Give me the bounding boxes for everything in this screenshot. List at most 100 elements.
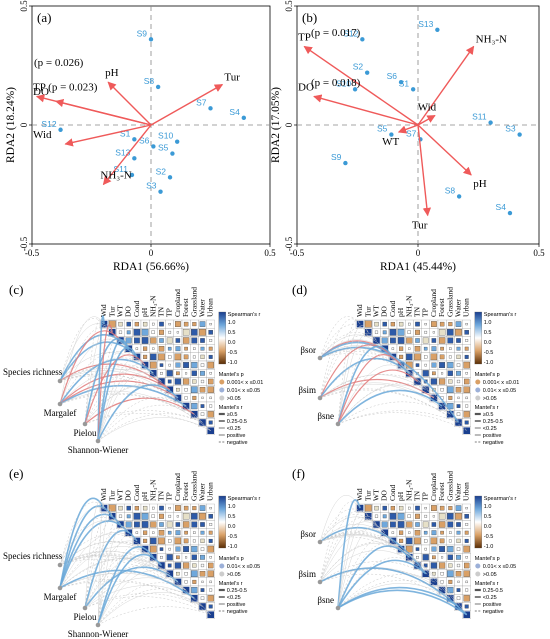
mantel-link — [84, 529, 138, 609]
heatmap-mark — [465, 580, 468, 584]
heatmap-mark — [414, 529, 421, 536]
heatmap-mark — [424, 547, 427, 551]
heatmap-mark — [150, 353, 157, 361]
heatmap-mark — [456, 370, 461, 376]
heatmap-mark — [200, 404, 205, 408]
heatmap-mark — [422, 554, 429, 561]
heatmap-mark — [455, 570, 462, 577]
heatmap-mark — [408, 322, 411, 326]
mantel-link — [97, 564, 170, 626]
heatmap-mark — [126, 505, 131, 511]
mantel-link — [97, 315, 105, 442]
heatmap-mark — [414, 537, 421, 545]
heatmap-mark — [455, 328, 462, 336]
heatmap-mark — [439, 354, 445, 360]
heatmap-mark — [397, 512, 405, 520]
env-column-label: Tur — [363, 306, 372, 317]
site-label: S4 — [229, 107, 240, 117]
heatmap-mark — [168, 507, 171, 510]
heatmap-mark — [389, 512, 397, 520]
heatmap-mark — [397, 337, 405, 344]
heatmap-mark — [208, 346, 213, 351]
site-label: S2 — [353, 62, 364, 72]
env-vector — [397, 124, 419, 134]
mantel-link — [84, 500, 105, 609]
heatmap-mark — [108, 504, 116, 512]
mantel-link — [59, 501, 105, 566]
mantel-link — [319, 324, 369, 359]
env-column-label: Tur — [107, 490, 116, 501]
heatmap-mark — [456, 522, 461, 527]
sign-label: positive — [227, 602, 246, 608]
y-tick-label: -0.5 — [284, 236, 294, 251]
mantel-link — [337, 499, 361, 609]
spearman-colorbar — [218, 495, 226, 549]
heatmap-mark — [159, 338, 164, 343]
heatmap-mark — [192, 539, 196, 543]
mantel-link — [337, 410, 459, 425]
rda-panel-1: (b) -0.5 0 0.5 -0.5 0 0.5 RDA1 (45.44%) RDA2 (17… — [270, 0, 545, 273]
mantel-link — [319, 318, 361, 399]
heatmap-mark — [191, 513, 198, 520]
mantel-p-swatch — [475, 379, 481, 385]
heatmap-mark — [175, 321, 181, 327]
mantel-link — [84, 556, 162, 609]
heatmap-mark — [191, 370, 197, 376]
mantel-link — [59, 390, 211, 431]
heatmap-mark — [118, 330, 123, 334]
mantel-link — [319, 514, 377, 543]
heatmap-mark — [184, 396, 188, 400]
mantel-link — [59, 351, 138, 405]
heatmap-mark — [141, 337, 149, 344]
mantel-r-label: <0.25 — [227, 595, 241, 601]
response-node — [95, 622, 101, 628]
mantel-link — [97, 502, 105, 626]
heatmap-mark — [183, 378, 190, 385]
sign-label: positive — [227, 433, 246, 439]
site-point — [155, 84, 161, 90]
response-node — [57, 562, 63, 568]
heatmap-mark — [176, 387, 180, 392]
response-node-label: Shannon-Wiener — [68, 629, 129, 639]
heatmap-mark — [398, 505, 404, 511]
heatmap-mark — [465, 507, 468, 510]
env-column-label: TN — [413, 306, 422, 317]
site-point — [389, 132, 394, 137]
panel-label: (a) — [37, 10, 51, 25]
mantel-link — [319, 495, 361, 543]
heatmap-mark — [134, 337, 140, 344]
mantel-link — [319, 334, 377, 399]
heatmap-mark — [449, 347, 452, 350]
heatmap-mark — [456, 338, 461, 343]
env-vector-label: TP (p = 0.023) — [33, 81, 98, 93]
heatmap-mark — [167, 563, 172, 568]
heatmap-mark — [141, 521, 149, 528]
spearman-colorbar — [218, 311, 226, 365]
heatmap-mark — [193, 531, 196, 534]
site-label: S10 — [158, 131, 173, 141]
env-column-label: Water — [454, 299, 463, 317]
mantel-link — [59, 373, 171, 405]
heatmap-mark — [208, 378, 214, 385]
heatmap-mark — [422, 337, 429, 344]
mantel-link — [97, 570, 179, 626]
mantel-link — [319, 389, 459, 423]
env-vector — [417, 124, 472, 176]
heatmap-mark — [440, 530, 444, 535]
y-tick-label: 0 — [19, 122, 29, 127]
mantel-link — [59, 551, 162, 566]
heatmap-mark — [200, 379, 205, 384]
env-column-label: Cropland — [429, 289, 438, 317]
heatmap-mark — [143, 346, 148, 351]
heatmap-mark — [464, 604, 469, 609]
site-label: S8 — [445, 185, 456, 195]
heatmap-mark — [200, 538, 205, 543]
heatmap-mark — [432, 515, 435, 518]
site-label: S3 — [146, 181, 157, 191]
spearman-tick-label: 1.0 — [228, 504, 236, 510]
mantel-link — [59, 558, 203, 607]
heatmap-mark — [125, 521, 132, 528]
heatmap-mark — [199, 570, 206, 577]
mantel-p-title: Mantel's p — [219, 556, 244, 562]
heatmap-mark — [456, 538, 461, 543]
